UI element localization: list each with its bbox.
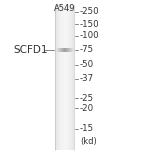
Bar bbox=[62, 5, 63, 150]
Bar bbox=[61, 5, 62, 150]
Bar bbox=[69, 48, 70, 52]
Bar bbox=[66, 5, 67, 150]
Bar bbox=[73, 48, 74, 52]
Bar bbox=[62, 48, 63, 52]
Text: -50: -50 bbox=[80, 60, 94, 69]
Bar bbox=[60, 5, 61, 150]
Text: -100: -100 bbox=[80, 31, 100, 40]
Bar bbox=[72, 48, 73, 52]
Bar bbox=[69, 5, 70, 150]
Bar bbox=[66, 48, 67, 52]
Bar bbox=[65, 48, 66, 52]
Text: -37: -37 bbox=[80, 74, 94, 83]
Bar bbox=[68, 48, 69, 52]
Bar bbox=[63, 5, 64, 150]
Bar bbox=[63, 5, 64, 150]
Bar bbox=[67, 5, 68, 150]
Bar bbox=[59, 48, 60, 52]
Text: (kd): (kd) bbox=[80, 137, 97, 146]
Bar bbox=[70, 48, 71, 52]
Bar bbox=[56, 48, 57, 52]
Text: -75: -75 bbox=[80, 45, 94, 54]
Text: -150: -150 bbox=[80, 20, 100, 29]
Text: A549: A549 bbox=[54, 4, 76, 13]
Text: -20: -20 bbox=[80, 104, 94, 113]
Bar bbox=[57, 5, 58, 150]
Text: -25: -25 bbox=[80, 94, 94, 103]
Text: -15: -15 bbox=[80, 124, 94, 133]
Bar bbox=[65, 5, 66, 150]
Bar bbox=[58, 48, 59, 52]
Bar bbox=[71, 48, 72, 52]
Bar bbox=[64, 48, 65, 52]
Bar bbox=[56, 5, 57, 150]
Bar bbox=[59, 5, 60, 150]
Text: SCFD1: SCFD1 bbox=[13, 45, 48, 55]
Bar bbox=[57, 48, 58, 52]
Bar bbox=[71, 5, 72, 150]
Bar bbox=[58, 5, 59, 150]
Bar bbox=[72, 5, 73, 150]
Bar bbox=[60, 48, 61, 52]
Bar bbox=[67, 48, 68, 52]
Bar bbox=[61, 48, 62, 52]
Bar bbox=[73, 5, 74, 150]
Bar bbox=[70, 5, 71, 150]
Text: -250: -250 bbox=[80, 7, 100, 16]
Bar bbox=[63, 48, 64, 52]
Bar bbox=[55, 5, 56, 150]
Bar bbox=[68, 5, 69, 150]
